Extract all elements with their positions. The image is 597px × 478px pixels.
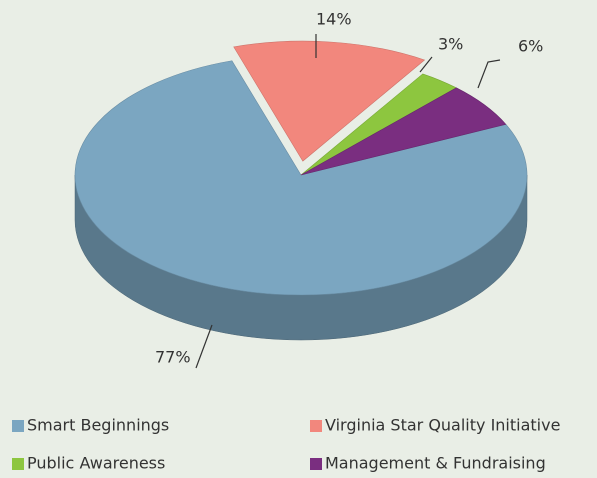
leader-line xyxy=(477,59,501,89)
legend-label: Management & Fundraising xyxy=(325,454,546,473)
data-label: 3% xyxy=(438,35,463,54)
legend-swatch xyxy=(310,420,322,432)
pie-slice xyxy=(74,60,528,296)
data-label: 77% xyxy=(155,348,191,367)
legend-swatch xyxy=(12,458,24,470)
labels: 77% 14% 3% 6% xyxy=(155,10,543,369)
legend-swatch xyxy=(310,458,322,470)
pie-tops xyxy=(74,40,528,296)
pie-slice xyxy=(300,87,507,176)
legend: Smart Beginnings Virginia Star Quality In… xyxy=(12,416,560,473)
pie-slice xyxy=(233,40,426,162)
leader-line xyxy=(419,56,433,73)
legend-swatch xyxy=(12,420,24,432)
data-label: 6% xyxy=(518,37,543,56)
legend-label: Public Awareness xyxy=(27,454,165,473)
data-label: 14% xyxy=(316,10,352,29)
legend-label: Virginia Star Quality Initiative xyxy=(325,416,560,435)
legend-label: Smart Beginnings xyxy=(27,416,169,435)
leader-line xyxy=(195,324,213,369)
